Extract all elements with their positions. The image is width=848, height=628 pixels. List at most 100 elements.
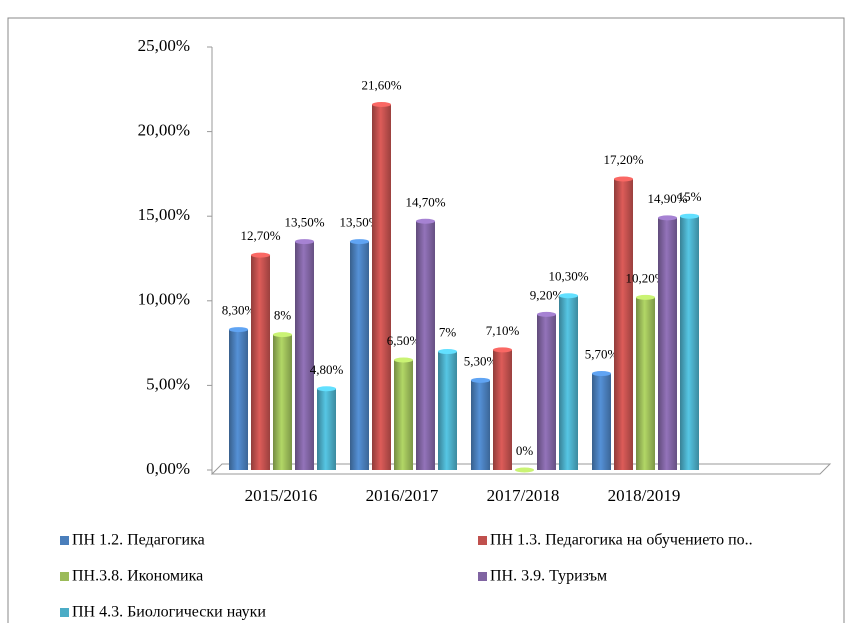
bar — [636, 294, 655, 470]
legend-label: ПН 4.3. Биологически науки — [72, 604, 266, 621]
legend-swatch — [478, 536, 487, 545]
bar — [515, 467, 534, 473]
bar-cap — [372, 102, 391, 108]
legend-label: ПН.3.8. Икономика — [72, 568, 203, 585]
bar — [350, 239, 369, 470]
value-label: 13,50% — [284, 215, 324, 230]
bar-body — [658, 217, 677, 470]
bar-body — [559, 295, 578, 470]
value-label: 7,10% — [486, 323, 520, 338]
value-label: 9,20% — [530, 287, 564, 302]
legend-swatch — [60, 536, 69, 545]
x-tick-label: 2016/2017 — [366, 486, 439, 505]
bar — [273, 332, 292, 470]
bar — [317, 386, 336, 470]
bar — [680, 213, 699, 470]
bar — [493, 347, 512, 470]
legend-swatch — [60, 608, 69, 617]
value-label: 8,30% — [222, 303, 256, 318]
value-label: 15% — [678, 189, 702, 204]
value-label: 8% — [274, 308, 292, 323]
value-label: 7% — [439, 325, 457, 340]
value-label: 10,30% — [548, 269, 588, 284]
bar-cap — [350, 239, 369, 245]
bar-body — [295, 241, 314, 470]
bar-body — [317, 388, 336, 470]
value-label: 6,50% — [387, 333, 421, 348]
bar-cap — [295, 239, 314, 245]
x-tick-label: 2017/2018 — [487, 486, 560, 505]
bar-body — [251, 255, 270, 470]
bar-cap — [559, 293, 578, 299]
bar-cap — [636, 294, 655, 300]
x-tick-label: 2015/2016 — [245, 486, 318, 505]
bar-cap — [493, 347, 512, 353]
bar-cap — [471, 377, 490, 383]
bar-cap — [515, 467, 534, 473]
bar-cap — [394, 357, 413, 363]
bar — [438, 349, 457, 470]
value-label: 12,70% — [240, 228, 280, 243]
value-label: 14,70% — [405, 194, 445, 209]
value-label: 0% — [516, 443, 534, 458]
value-label: 14,90% — [647, 191, 687, 206]
value-label: 5,30% — [464, 353, 498, 368]
value-label: 21,60% — [361, 78, 401, 93]
bar-cap — [537, 311, 556, 317]
value-label: 10,20% — [625, 270, 665, 285]
bar-body — [636, 297, 655, 470]
bar-body — [592, 373, 611, 470]
bar-body — [273, 334, 292, 470]
y-tick-label: 0,00% — [146, 459, 190, 478]
bar — [416, 218, 435, 470]
y-tick-label: 25,00% — [138, 36, 190, 55]
bar — [229, 327, 248, 470]
x-tick-label: 2018/2019 — [608, 486, 681, 505]
bar — [559, 293, 578, 470]
y-tick-label: 5,00% — [146, 374, 190, 393]
bar-cap — [251, 252, 270, 258]
legend-label: ПН. 3.9. Туризъм — [490, 568, 607, 585]
bar-body — [438, 351, 457, 470]
legend-swatch — [60, 572, 69, 581]
bar-cap — [592, 371, 611, 377]
bar-cap — [438, 349, 457, 355]
bar-cap — [273, 332, 292, 338]
bar — [372, 102, 391, 470]
bar-body — [493, 349, 512, 470]
bar-body — [350, 241, 369, 470]
value-label: 13,50% — [339, 215, 379, 230]
bar — [471, 377, 490, 470]
bar-body — [372, 104, 391, 470]
bar-cap — [680, 213, 699, 219]
bar-cap — [317, 386, 336, 392]
bar — [251, 252, 270, 470]
bar-body — [614, 178, 633, 470]
y-tick-label: 10,00% — [138, 290, 190, 309]
y-tick-label: 20,00% — [138, 121, 190, 140]
bar-cap — [229, 327, 248, 333]
bar — [614, 176, 633, 470]
bar-body — [680, 216, 699, 470]
legend-swatch — [478, 572, 487, 581]
bar-cap — [416, 218, 435, 224]
bar-cap — [658, 215, 677, 221]
bar — [537, 311, 556, 470]
bar — [394, 357, 413, 470]
bar — [592, 371, 611, 470]
bar-body — [471, 380, 490, 470]
bar-body — [537, 314, 556, 470]
legend-label: ПН 1.3. Педагогика на обучението по.. — [490, 532, 753, 549]
bar — [658, 215, 677, 470]
value-label: 5,70% — [585, 347, 619, 362]
bar-body — [416, 221, 435, 470]
y-tick-label: 15,00% — [138, 205, 190, 224]
bar-body — [229, 329, 248, 470]
value-label: 4,80% — [310, 362, 344, 377]
bar-cap — [614, 176, 633, 182]
bar — [295, 239, 314, 470]
value-label: 17,20% — [603, 152, 643, 167]
legend-label: ПН 1.2. Педагогика — [72, 532, 205, 549]
